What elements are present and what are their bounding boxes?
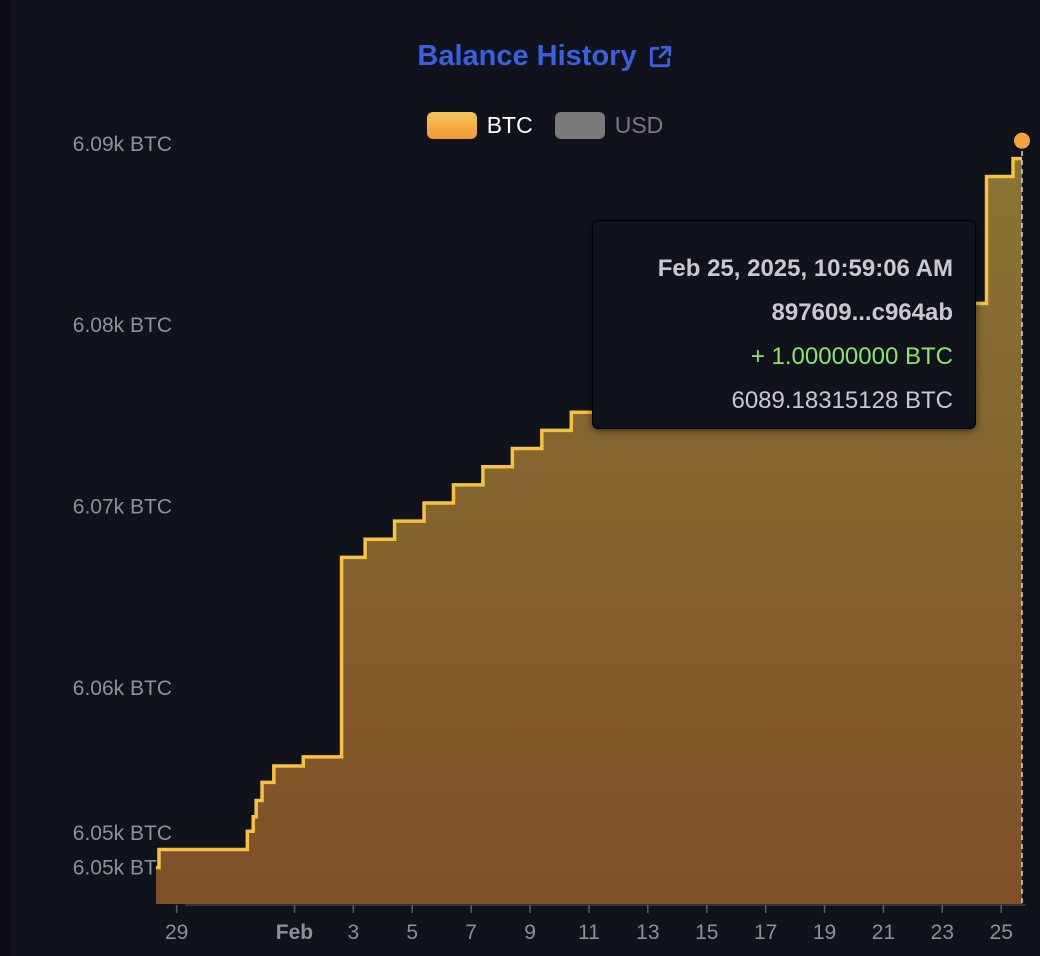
chart-title: Balance History (0, 40, 1040, 73)
x-tick-label: 23 (931, 921, 954, 944)
legend-label-btc: BTC (486, 112, 533, 138)
title-text: Balance History (417, 40, 637, 72)
x-tick-label: 5 (406, 921, 418, 944)
x-axis: 29 Feb 3 5 7 9 11 13 15 17 19 21 23 25 (165, 904, 1026, 944)
x-tick-label: 9 (524, 921, 536, 944)
legend-item-usd[interactable]: USD (554, 112, 664, 139)
y-tick-label: 6.05k BTC (73, 857, 172, 880)
external-link-icon (649, 45, 671, 67)
y-tick-label: 6.07k BTC (73, 496, 172, 519)
y-axis: 6.05k BTC 6.05k BTC 6.06k BTC 6.07k BTC 6.08… (73, 133, 172, 880)
x-tick-label: 13 (636, 921, 659, 944)
legend: BTC USD (0, 112, 1040, 139)
tooltip-balance: 6089.18315128 BTC (731, 387, 953, 414)
x-tick-label: 7 (465, 921, 477, 944)
tooltip-date: Feb 25, 2025, 10:59:06 AM (657, 255, 953, 282)
y-tick-label: 6.05k BTC (73, 822, 172, 845)
x-tick-label: 3 (348, 921, 360, 944)
x-tick-label: 17 (754, 921, 777, 944)
left-edge (0, 0, 10, 956)
legend-label-usd: USD (614, 112, 664, 138)
hover-point[interactable] (1014, 132, 1030, 149)
tooltip: Feb 25, 2025, 10:59:06 AM 897609...c964a… (592, 220, 976, 429)
legend-swatch-btc (426, 112, 477, 139)
y-tick-label: 6.06k BTC (73, 677, 172, 700)
x-tick-label: 21 (872, 921, 895, 944)
legend-swatch-usd (554, 112, 605, 139)
x-tick-label: Feb (276, 921, 313, 944)
y-tick-label: 6.09k BTC (73, 133, 172, 156)
tooltip-transaction-id: 897609...c964ab (771, 299, 954, 326)
legend-item-btc[interactable]: BTC (426, 112, 533, 139)
x-tick-label: 29 (165, 921, 188, 944)
x-tick-label: 19 (813, 921, 836, 944)
y-tick-label: 6.08k BTC (73, 314, 172, 337)
balance-history-link[interactable]: Balance History (417, 40, 672, 73)
x-tick-label: 25 (990, 921, 1013, 944)
x-tick-label: 11 (578, 921, 600, 944)
tooltip-amount: + 1.00000000 BTC (750, 343, 953, 370)
x-tick-label: 15 (695, 921, 718, 944)
